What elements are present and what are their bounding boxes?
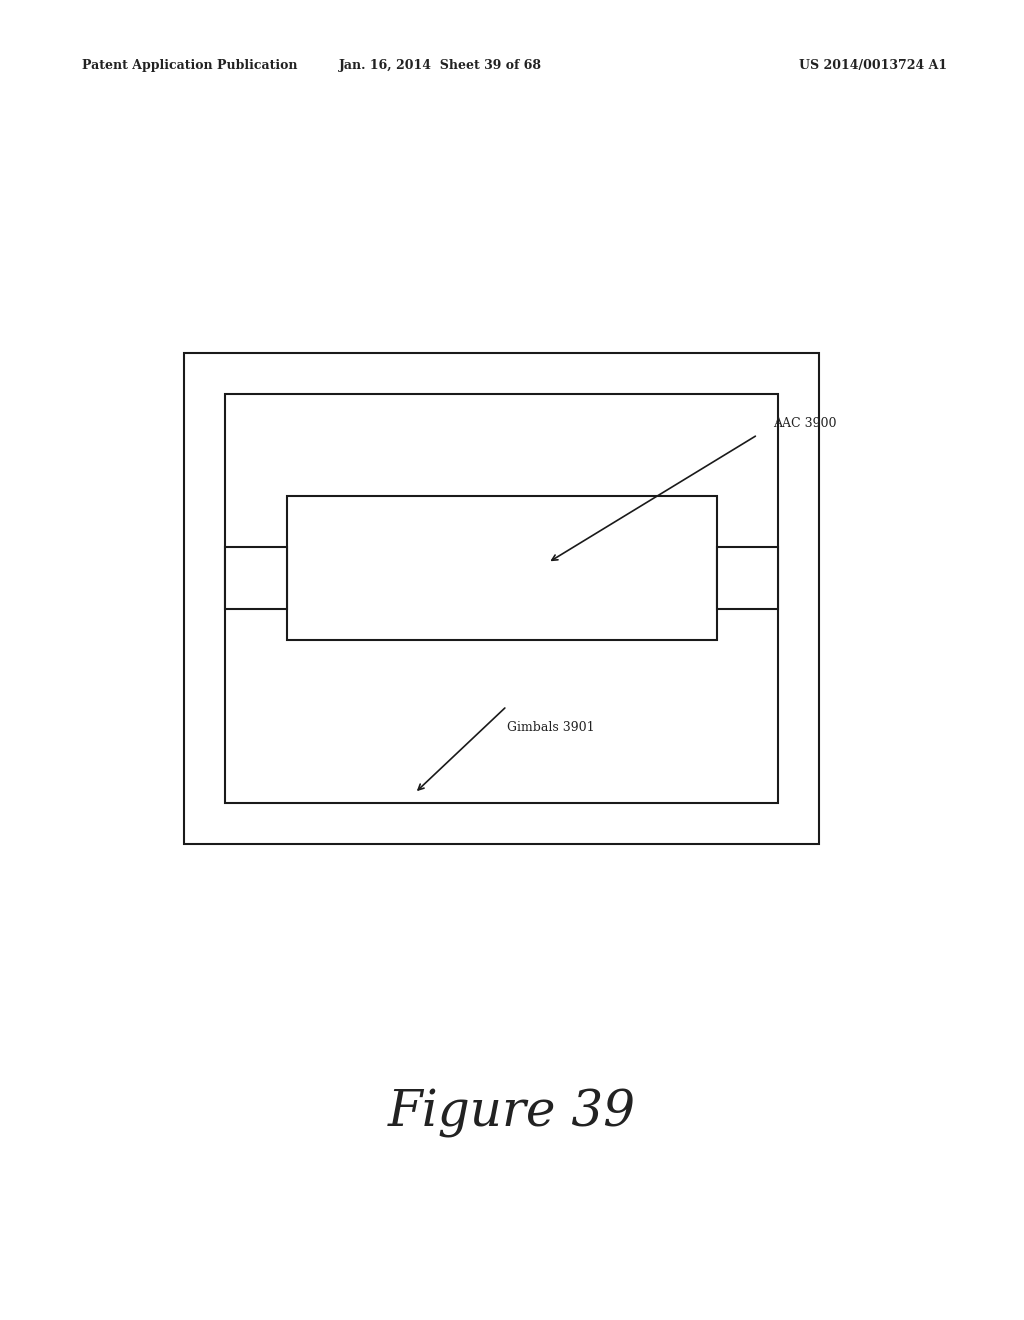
Text: Gimbals 3901: Gimbals 3901 — [507, 722, 595, 734]
Text: Jan. 16, 2014  Sheet 39 of 68: Jan. 16, 2014 Sheet 39 of 68 — [339, 59, 542, 73]
Text: US 2014/0013724 A1: US 2014/0013724 A1 — [799, 59, 947, 73]
Text: AAC 3900: AAC 3900 — [773, 417, 837, 429]
Text: Patent Application Publication: Patent Application Publication — [82, 59, 297, 73]
Text: Figure 39: Figure 39 — [388, 1089, 636, 1138]
Bar — [287, 496, 717, 639]
Bar — [225, 548, 287, 609]
Bar — [225, 393, 778, 804]
Bar — [717, 548, 778, 609]
Bar — [184, 352, 819, 845]
